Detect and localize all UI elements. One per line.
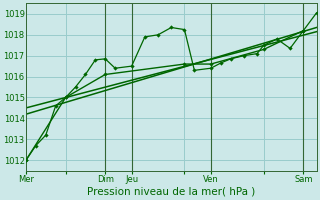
X-axis label: Pression niveau de la mer( hPa ): Pression niveau de la mer( hPa ) <box>87 187 255 197</box>
